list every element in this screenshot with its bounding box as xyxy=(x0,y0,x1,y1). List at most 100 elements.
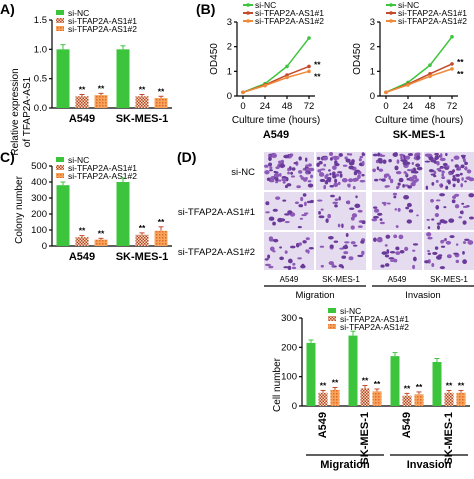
panel-b-chart-1-legend-marker-0 xyxy=(389,3,393,7)
panel-e-sig-2-1: ** xyxy=(404,383,411,393)
panel-d-tile-0-3-cell-2 xyxy=(461,177,464,181)
panel-d-tile-2-1-cell-17 xyxy=(343,251,349,255)
panel-d-tile-2-1-cell-16 xyxy=(361,250,365,256)
panel-c-ytick-label-5: 500 xyxy=(31,161,47,172)
panel-d-tile-1-2-cell-20 xyxy=(397,207,401,212)
panel-d-tile-0-3-cell-49 xyxy=(441,170,445,174)
panel-a-bar-chart: A) Relative expression of TFAP2A-AS1 si-… xyxy=(0,1,172,156)
panel-d-tile-2-0-cell-10 xyxy=(268,238,275,242)
panel-d-tile-1-1-cell-2 xyxy=(334,198,339,201)
panel-d-tile-0-2-cell-34 xyxy=(377,152,381,157)
panel-d-tile-2-2-cell-20 xyxy=(385,234,391,239)
panel-d-tile-1-0-cell-2 xyxy=(268,216,275,221)
panel-d-tile-0-2-cell-49 xyxy=(389,178,394,184)
panel-d-tile-1-3 xyxy=(424,192,474,230)
panel-d-tile-0-1-cell-11 xyxy=(329,151,334,157)
panel-d-tile-2-0-cell-23 xyxy=(287,265,292,271)
panel-d-tile-0-3-cell-53 xyxy=(433,170,437,175)
panel-b-chart-1-legend-marker-2 xyxy=(389,19,393,23)
panel-d-tile-0-3-cell-29 xyxy=(445,152,448,157)
panel-c-sig-0-1: ** xyxy=(79,226,86,236)
panel-d-tile-2-3-cell-18 xyxy=(440,239,444,244)
panel-d-tile-0-3-cell-16 xyxy=(450,159,454,162)
panel-d-tile-0-0-cell-27 xyxy=(269,169,273,172)
panel-d-tile-0-2-cell-67 xyxy=(407,185,412,189)
panel-d-tile-1-2-cell-18 xyxy=(372,215,379,219)
panel-d-col-label-1: SK-MES-1 xyxy=(322,275,360,284)
panel-d-tile-1-1-cell-22 xyxy=(318,210,321,215)
panel-b-chart-0-ytick-label-1: 1 xyxy=(227,66,232,77)
panel-c-legend-swatch-2 xyxy=(56,173,64,178)
panel-b-chart-0-point-2-0 xyxy=(241,90,245,95)
panel-d-tile-0-1-cell-66 xyxy=(354,169,361,173)
panel-d-tile-2-2-cell-6 xyxy=(389,259,396,262)
panel-c-ylabel: Colony number xyxy=(14,175,25,243)
panel-d-tile-0-0-cell-67 xyxy=(305,157,308,162)
panel-d-tile-0-2-cell-0 xyxy=(394,165,399,171)
panel-a-sig-1-1: ** xyxy=(139,85,146,95)
panel-d-tile-0-3-cell-67 xyxy=(439,153,443,158)
panel-d-tile-0-1-cell-46 xyxy=(361,152,365,157)
panel-d-tile-1-3-cell-7 xyxy=(451,199,456,204)
panel-d-tile-2-1-cell-0 xyxy=(357,254,364,258)
panel-d-tile-0-1-cell-56 xyxy=(332,165,337,170)
panel-d-tile-2-1-cell-6 xyxy=(344,244,348,247)
panel-d-tile-2-0-cell-1 xyxy=(284,250,288,254)
panel-d-tile-1-3-cell-22 xyxy=(435,205,440,210)
panel-d-tile-0-0-cell-18 xyxy=(264,164,269,168)
panel-d-tile-2-1-cell-8 xyxy=(341,255,347,259)
panel-d-tile-2-1-cell-11 xyxy=(331,263,335,267)
panel-d-tile-0-3-cell-56 xyxy=(430,173,436,176)
panel-d-tile-2-2-cell-11 xyxy=(384,244,388,247)
panel-d-tile-0-0-cell-63 xyxy=(278,160,283,165)
panel-c-legend-label-0: si-NC xyxy=(68,155,89,165)
panel-d-tile-0-0-cell-65 xyxy=(287,167,290,172)
panel-d-tile-0-3-cell-69 xyxy=(447,179,451,185)
panel-d-tile-0-1-cell-65 xyxy=(348,178,354,183)
panel-d-tile-0-3-cell-51 xyxy=(445,185,449,190)
panel-b-chart-1-point-2-3 xyxy=(450,67,454,71)
panel-d-tile-0-2-cell-32 xyxy=(416,166,423,171)
panel-d-tile-2-3-cell-6 xyxy=(464,238,470,242)
panel-d-tile-0-1-cell-1 xyxy=(348,153,353,156)
panel-d-tile-0-1-cell-40 xyxy=(318,172,325,177)
panel-d-tile-0-3-cell-39 xyxy=(439,157,446,162)
panel-d-tile-2-2-cell-10 xyxy=(388,257,395,260)
panel-d-tile-0-0-cell-29 xyxy=(293,162,298,165)
panel-d-tile-2-3-cell-21 xyxy=(455,259,460,264)
panel-a-legend-label-1: si-TFAP2A-AS1#1 xyxy=(68,16,137,26)
panel-d-tile-0-3-cell-65 xyxy=(440,184,444,187)
panel-a-bar-0-0 xyxy=(56,49,70,108)
panel-d-tile-1-2-cell-17 xyxy=(379,218,383,221)
panel-d-tile-2-2-cell-7 xyxy=(380,264,385,268)
panel-b-chart-1-legend-label-2: si-TFAP2A-AS1#2 xyxy=(398,16,467,26)
panel-d-tile-0-0-cell-61 xyxy=(279,163,286,168)
panel-d-tile-2-0-cell-17 xyxy=(292,262,296,266)
panel-d-tile-2-0-cell-9 xyxy=(300,264,306,269)
panel-b-chart-0-title: A549 xyxy=(263,129,289,141)
panel-e-sig-1-1: ** xyxy=(362,375,369,385)
panel-d-tile-0-0-cell-42 xyxy=(274,176,279,182)
panel-e-sig-3-1: ** xyxy=(446,380,453,390)
panel-d-tile-1-3-cell-23 xyxy=(452,195,457,199)
panel-c-legend-label-2: si-TFAP2A-AS1#2 xyxy=(68,171,137,181)
panel-b-chart-0-point-1-2 xyxy=(285,73,289,77)
panel-d-tile-1-1-cell-4 xyxy=(341,223,344,229)
panel-d-tile-0-0-cell-52 xyxy=(269,176,275,181)
panel-d-tile-0-2-cell-33 xyxy=(372,153,379,157)
panel-d-tile-2-3-cell-20 xyxy=(453,252,459,255)
panel-e-group-label-1: SK-MES-1 xyxy=(359,412,371,465)
panel-d-tile-2-2-cell-17 xyxy=(412,243,419,246)
panel-d-tile-0-1-cell-55 xyxy=(329,172,332,176)
panel-d-tile-1-1-cell-3 xyxy=(327,213,332,219)
panel-d-row-label-0: si-NC xyxy=(231,167,255,178)
panel-d-tile-0-2-cell-52 xyxy=(394,152,398,157)
panel-c-ytick-label-3: 300 xyxy=(31,193,47,204)
panel-b-chart-1-ylabel: OD450 xyxy=(352,43,363,75)
panel-d-tile-2-3-cell-4 xyxy=(462,251,465,255)
panel-d-tile-1-1-cell-6 xyxy=(357,209,363,213)
panel-b-chart-0-ylabel: OD450 xyxy=(209,43,220,75)
panel-d-tile-1-3-cell-16 xyxy=(462,205,469,208)
panel-d-tile-1-0-cell-6 xyxy=(300,196,304,202)
panel-e-bar-1-0 xyxy=(348,335,358,406)
